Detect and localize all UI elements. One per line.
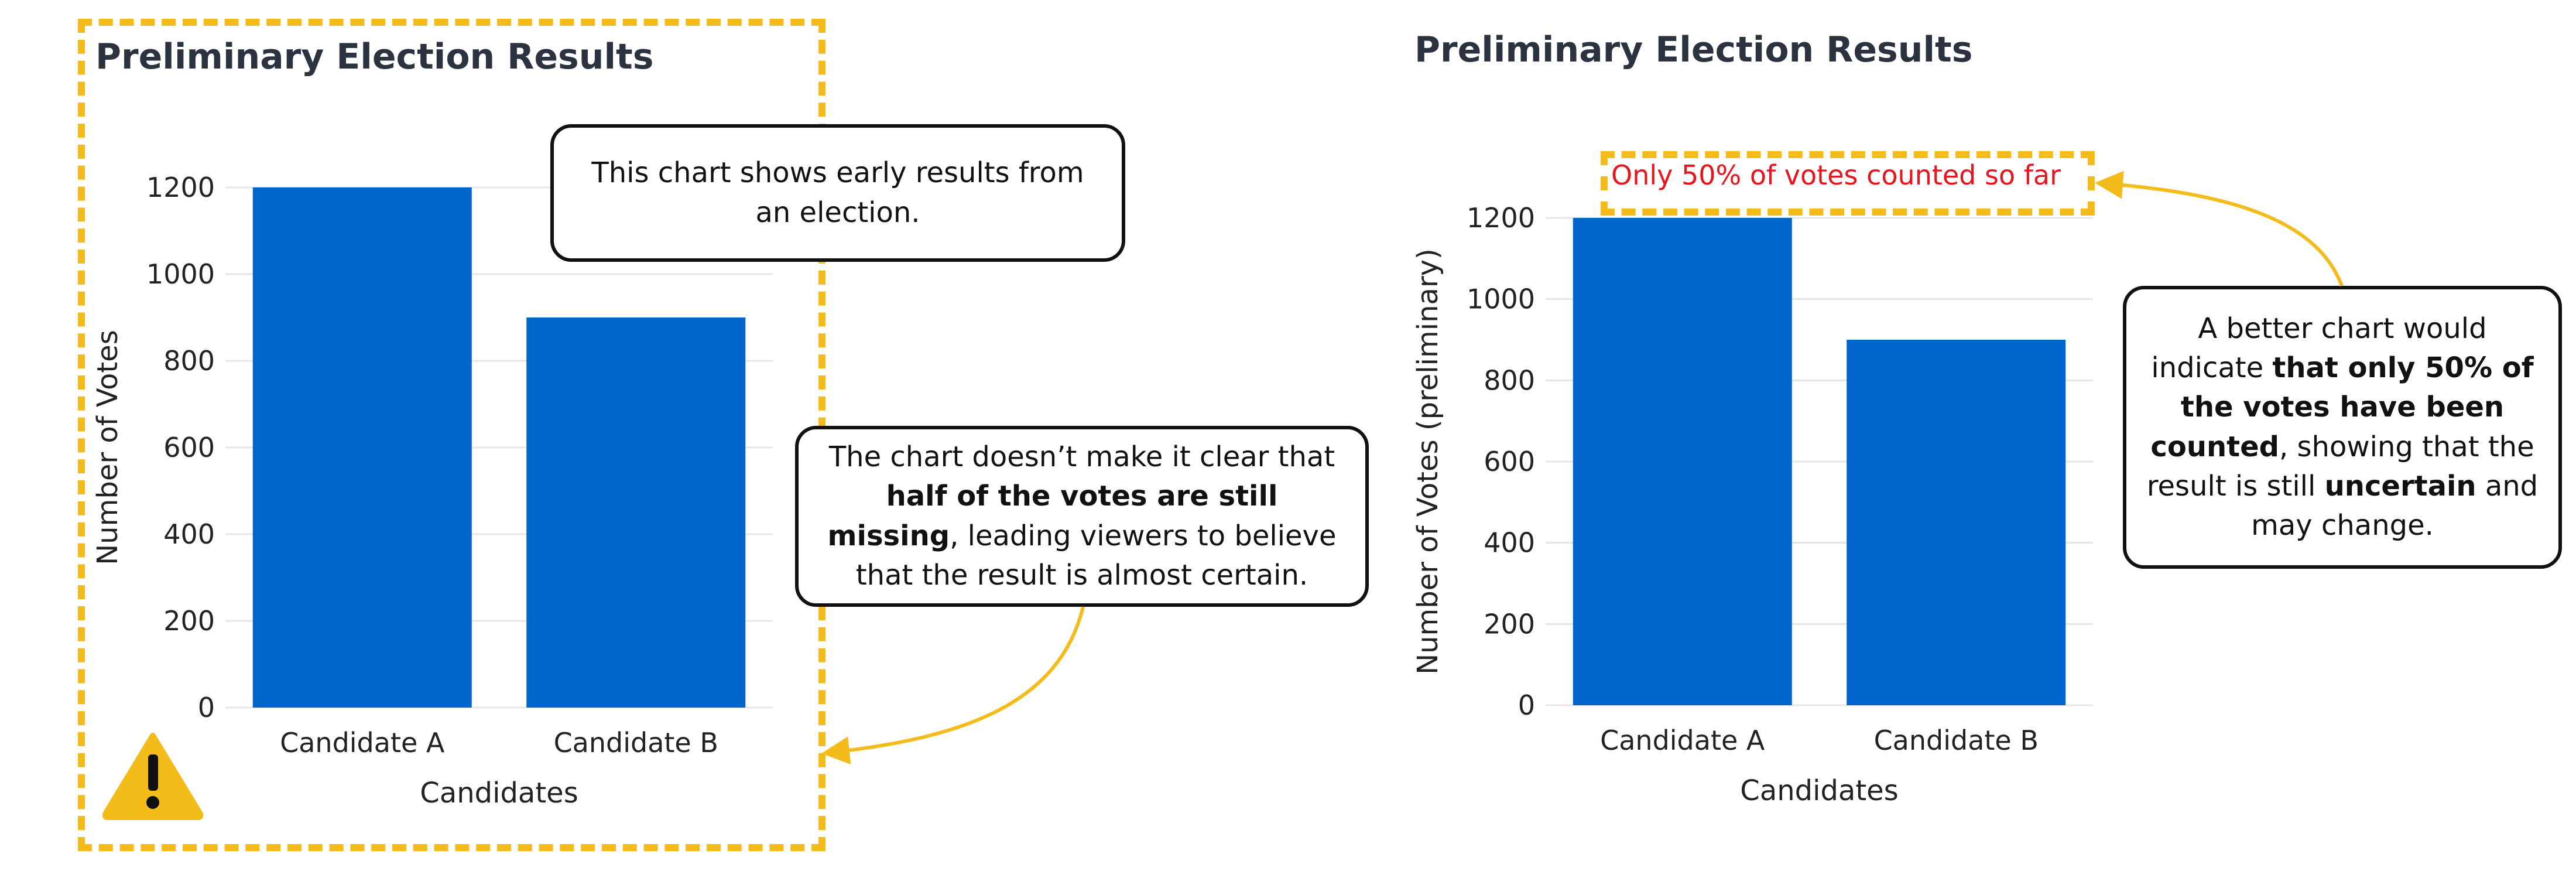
left-chart-title: Preliminary Election Results [95, 36, 654, 77]
y-tick-label: 400 [1484, 527, 1535, 559]
problem-text-1: The chart doesn’t make it clear that [828, 440, 1335, 474]
problem-text-2: , leading viewers to believe that the re… [855, 519, 1337, 592]
y-tick-label: 1000 [1467, 283, 1535, 315]
y-tick-label: 0 [198, 692, 215, 723]
bar-candidate-b [1847, 340, 2066, 705]
bar-candidate-a [252, 187, 472, 708]
intro-callout: This chart shows early results from an e… [550, 124, 1125, 262]
annotation-highlight-frame [1601, 151, 2095, 216]
better-text-1: A better chart would indicate [2151, 312, 2487, 385]
y-tick-label: 800 [163, 345, 215, 377]
y-tick-label: 200 [163, 605, 215, 637]
x-tick-label: Candidate B [554, 727, 718, 759]
x-axis-label: Candidates [420, 777, 578, 809]
y-tick-label: 1200 [146, 172, 215, 203]
better-text-bold-2: uncertain [2324, 469, 2476, 503]
x-tick-label: Candidate A [280, 727, 445, 759]
better-chart-callout: A better chart would indicate that only … [2123, 286, 2562, 569]
y-tick-label: 600 [163, 432, 215, 463]
warning-triangle-icon [102, 733, 203, 820]
bar-candidate-b [526, 317, 746, 708]
votes-counted-annotation: Only 50% of votes counted so far [1611, 159, 2061, 191]
x-tick-label: Candidate A [1600, 725, 1765, 756]
y-tick-label: 1200 [1467, 202, 1535, 234]
y-axis-label: Number of Votes (preliminary) [1412, 248, 1444, 675]
problem-callout: The chart doesn’t make it clear that hal… [795, 426, 1369, 607]
x-axis-label: Candidates [1740, 774, 1898, 807]
better-text-3: and may change. [2251, 469, 2539, 542]
y-tick-label: 200 [1484, 608, 1535, 640]
right-chart-title: Preliminary Election Results [1414, 29, 1973, 70]
y-tick-label: 600 [1484, 446, 1535, 477]
y-tick-label: 1000 [146, 258, 215, 290]
y-tick-label: 400 [163, 518, 215, 550]
x-tick-label: Candidate B [1874, 725, 2039, 756]
better-text-bold-1: that only 50% of the votes have been cou… [2150, 351, 2534, 463]
problem-text-bold: half of the votes are still missing [827, 480, 1278, 552]
y-tick-label: 0 [1518, 689, 1535, 721]
better-text-2: , showing that the result is still [2146, 430, 2534, 503]
y-tick-label: 800 [1484, 364, 1535, 396]
y-axis-label: Number of Votes [91, 330, 124, 565]
bar-candidate-a [1573, 218, 1792, 705]
